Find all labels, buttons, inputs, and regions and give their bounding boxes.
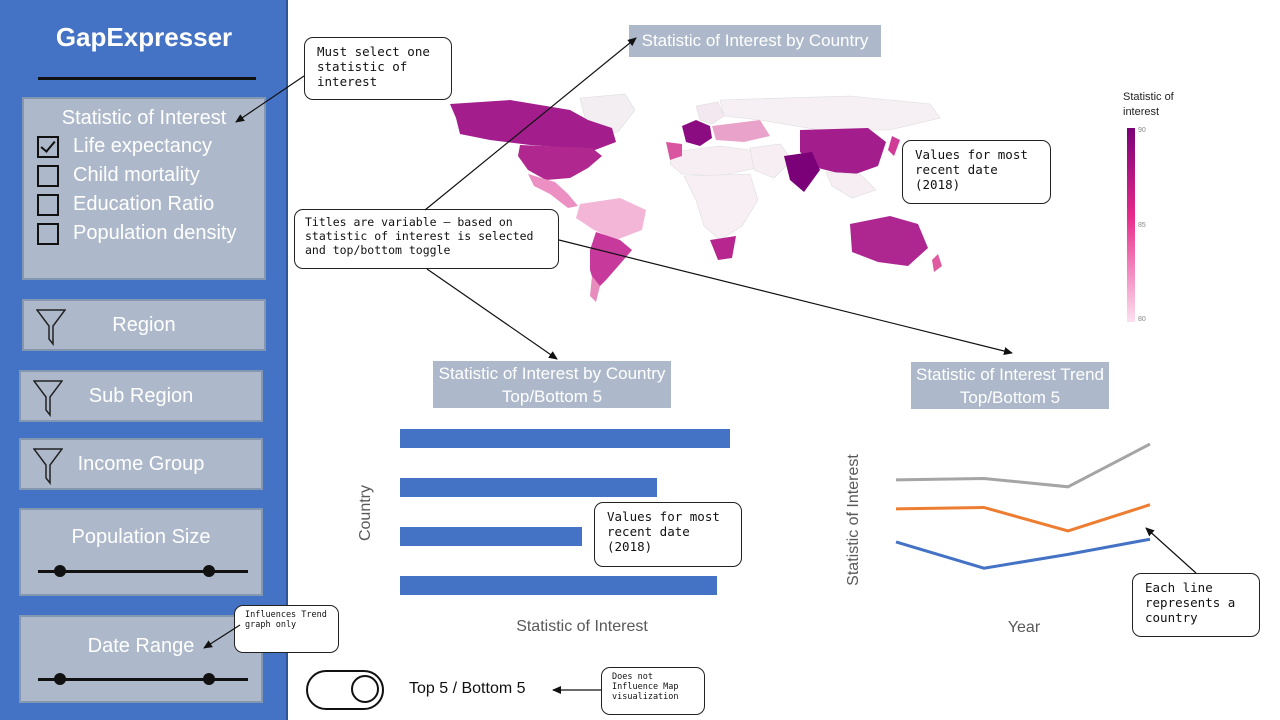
trend-chart-title-line2: Top/Bottom 5 [959, 387, 1061, 407]
callout-bar-values: Values for most recent date (2018) [594, 502, 742, 567]
sub-region-filter[interactable]: Sub Region [19, 370, 263, 422]
sub-region-filter-label: Sub Region [88, 385, 194, 407]
map-region-china [800, 128, 886, 176]
map-region-middle-east [749, 143, 793, 179]
arrow-each-line [1145, 527, 1197, 574]
population-size-label: Population Size [71, 526, 211, 548]
map-legend-tick: 80 [1138, 316, 1146, 323]
map-region-central-america [528, 174, 578, 208]
map-legend-title: Statistic of interest [1123, 91, 1174, 119]
statistic-option-label: Population density [73, 222, 237, 244]
map-region-africa-central [683, 173, 759, 241]
callout-titles-variable: Titles are variable – based on statistic… [294, 209, 559, 269]
checkbox-icon[interactable] [37, 164, 59, 187]
statistic-option-label: Life expectancy [73, 135, 212, 157]
map-region-africa-north [669, 145, 757, 177]
region-filter[interactable]: Region [22, 299, 266, 351]
statistic-option-population-density[interactable]: Population density [37, 219, 264, 248]
map-region-patagonia [590, 276, 600, 302]
map-region-southeast-asia [825, 171, 877, 199]
income-group-filter-label: Income Group [77, 453, 205, 475]
bar-chart-title: Statistic of Interest by Country Top/Bot… [433, 361, 671, 408]
title-divider [38, 77, 256, 80]
map-legend-tick: 90 [1138, 127, 1146, 134]
statistic-panel: Statistic of Interest Life expectancy Ch… [22, 97, 266, 280]
region-filter-label: Region [112, 314, 176, 336]
toggle-knob[interactable] [351, 675, 379, 703]
map-region-india [784, 152, 820, 192]
bar-chart-xlabel: Statistic of Interest [516, 618, 648, 635]
arrow-to-trend-title [558, 239, 1013, 355]
arrow-to-bar-title [426, 268, 558, 360]
trend-line [895, 537, 1151, 570]
statistic-option-label: Education Ratio [73, 193, 215, 215]
map-region-japan [888, 136, 900, 156]
map-region-europe-west [682, 120, 712, 146]
date-range-label: Date Range [87, 635, 195, 657]
callout-map-values: Values for most recent date (2018) [902, 140, 1051, 204]
population-size-max-handle[interactable] [203, 565, 215, 577]
date-range-min-handle[interactable] [54, 673, 66, 685]
statistic-option-label: Child mortality [73, 164, 200, 186]
statistic-panel-title: Statistic of Interest [61, 107, 227, 129]
date-range-panel: Date Range [19, 615, 263, 703]
map-region-africa-west [666, 142, 682, 160]
checkbox-icon[interactable] [37, 222, 59, 245]
trend-chart-title-line1: Statistic of Interest Trend [915, 365, 1105, 384]
map-region-new-zealand [932, 254, 942, 272]
map-legend-tick: 85 [1138, 222, 1146, 229]
arrow-date-range [203, 624, 241, 649]
map-region-usa [518, 145, 602, 180]
bar-chart-title-line1: Statistic of Interest by Country [438, 364, 666, 383]
map-region-europe-north [695, 101, 725, 125]
callout-select-one: Must select one statistic of interest [304, 37, 452, 100]
checkbox-icon[interactable] [37, 193, 59, 216]
arrow-select-one [235, 75, 305, 123]
funnel-icon [33, 448, 63, 485]
world-choropleth-map [450, 93, 942, 302]
trend-line [895, 503, 1151, 533]
map-region-europe-east [712, 120, 770, 142]
bar-chart-title-line2: Top/Bottom 5 [501, 386, 603, 406]
callout-date-range-note: Influences Trend graph only [234, 605, 339, 653]
statistic-option-life-expectancy[interactable]: Life expectancy [37, 132, 264, 161]
app-title: GapExpresser [55, 22, 233, 52]
callout-toggle-note: Does not Influence Map visualization [601, 667, 705, 715]
trend-chart-xlabel: Year [1007, 619, 1041, 636]
map-region-north-america-north [450, 100, 616, 150]
trend-line [895, 442, 1151, 489]
population-size-panel: Population Size [19, 508, 263, 596]
statistic-option-education-ratio[interactable]: Education Ratio [37, 190, 264, 219]
bar [400, 429, 730, 448]
bar [400, 527, 582, 546]
statistic-option-child-mortality[interactable]: Child mortality [37, 161, 264, 190]
map-region-south-america-south [590, 232, 632, 290]
toggle-label: Top 5 / Bottom 5 [409, 680, 526, 697]
income-group-filter[interactable]: Income Group [19, 438, 263, 490]
trend-chart-title: Statistic of Interest Trend Top/Bottom 5 [911, 362, 1109, 409]
map-region-russia [719, 95, 941, 131]
callout-each-line: Each line represents a country [1132, 573, 1260, 637]
map-region-south-america-north [576, 198, 646, 240]
map-region-australia [850, 216, 928, 266]
top-bottom-toggle[interactable] [306, 670, 384, 710]
checkbox-checked-icon[interactable] [37, 135, 59, 158]
population-size-min-handle[interactable] [54, 565, 66, 577]
map-region-africa-south [710, 236, 736, 260]
bar [400, 478, 658, 497]
trend-chart-plot [895, 442, 1151, 570]
arrow-to-map-title [424, 37, 637, 211]
population-size-slider-track[interactable] [38, 570, 248, 573]
map-legend-colorbar [1127, 128, 1135, 322]
bar [400, 576, 717, 595]
date-range-max-handle[interactable] [203, 673, 215, 685]
map-title: Statistic of Interest by Country [629, 25, 881, 57]
funnel-icon [33, 380, 63, 417]
date-range-slider-track[interactable] [38, 678, 248, 681]
funnel-icon [36, 309, 66, 346]
